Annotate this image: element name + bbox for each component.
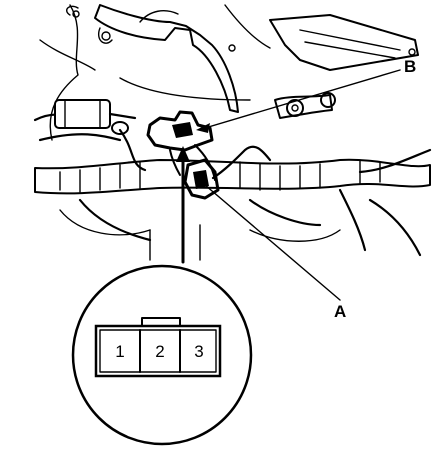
callout-label-a: A: [334, 302, 346, 321]
callout-leaders: [176, 69, 401, 301]
left-plug-connector: [54, 99, 137, 135]
connector-a-icon: [183, 145, 272, 200]
connector-pin-1: 1: [115, 342, 124, 361]
connector-pin-3: 3: [194, 342, 203, 361]
connector-pin-2: 2: [155, 342, 164, 361]
wire-harness-icon: [33, 113, 432, 257]
three-pin-connector-face-icon: [94, 317, 222, 378]
mounting-bracket-icon: [94, 4, 419, 119]
callout-label-b: B: [404, 57, 416, 76]
